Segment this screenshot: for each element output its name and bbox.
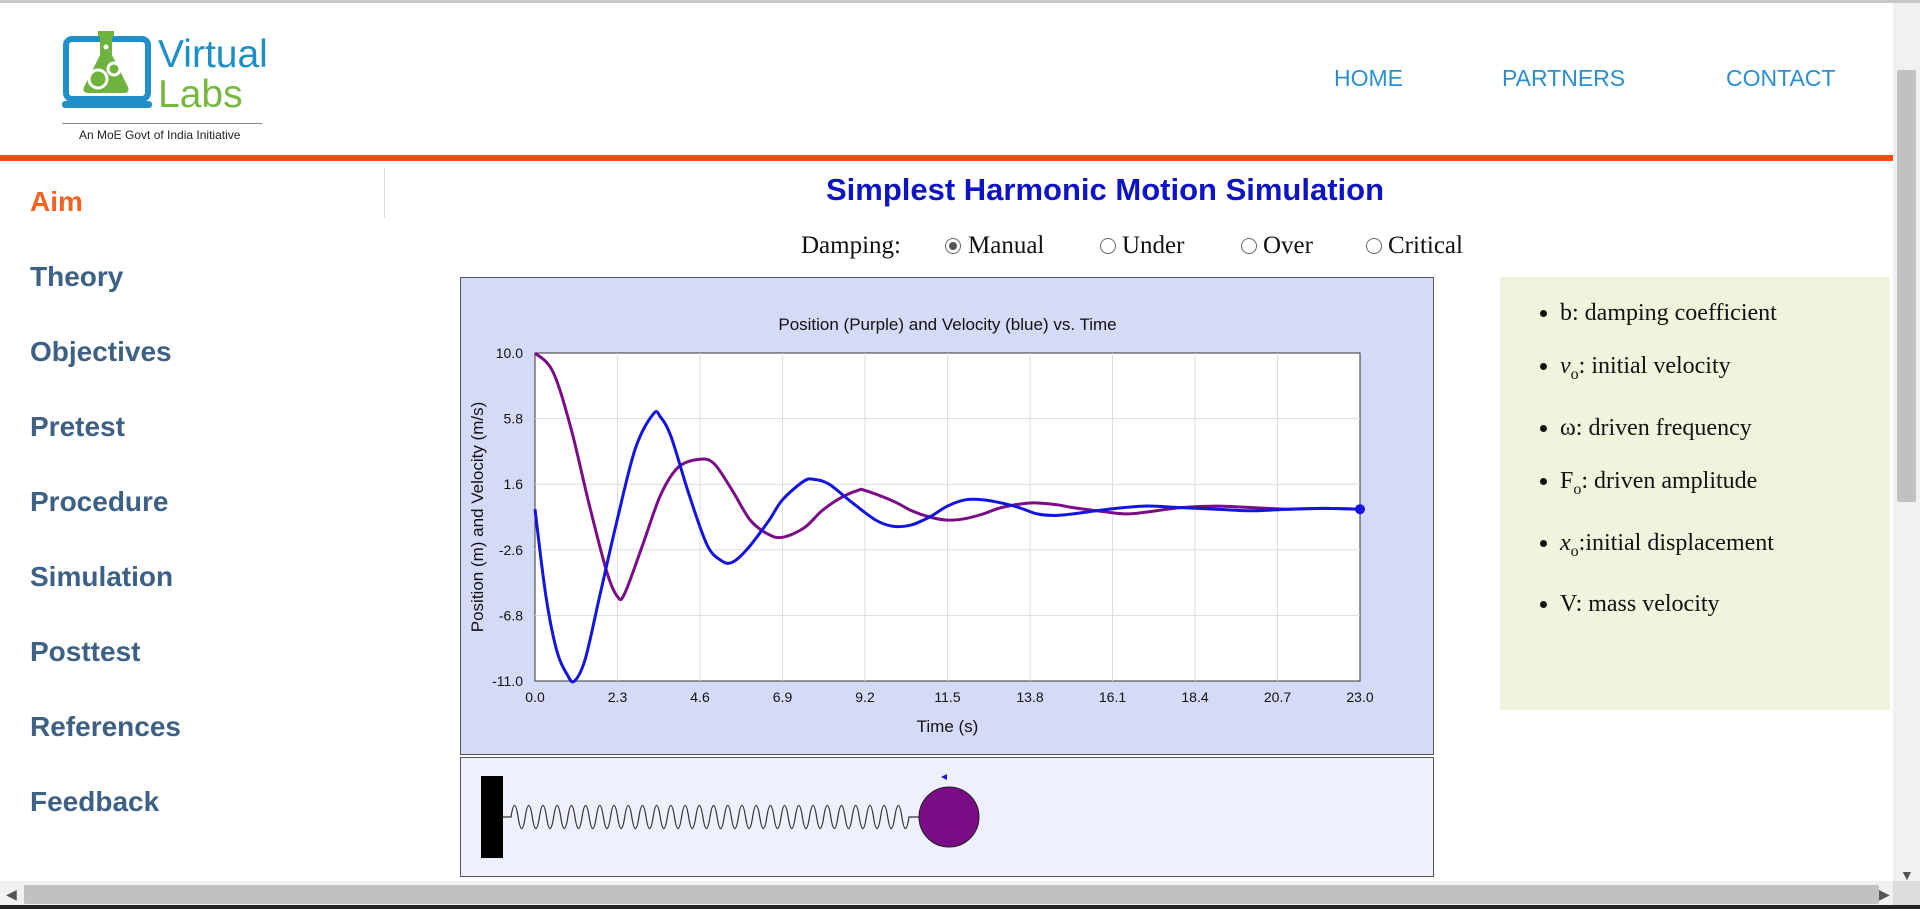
damping-over-radio[interactable] (1241, 238, 1257, 254)
x-tick-label: 4.6 (690, 689, 710, 705)
legend-item-mass-velocity: V: mass velocity (1560, 588, 1890, 620)
window-top-border (0, 0, 1920, 3)
damping-under-radio[interactable] (1100, 238, 1116, 254)
velocity-series-line (533, 410, 1361, 684)
sidebar-item-references[interactable]: References (30, 711, 181, 742)
y-tick-label: 1.6 (504, 476, 524, 492)
logo-word-virtual: Virtual (158, 33, 268, 76)
y-tick-label: 10.0 (496, 345, 523, 361)
sidebar-item-posttest[interactable]: Posttest (30, 636, 141, 667)
y-tick-label: -11.0 (492, 673, 523, 689)
logo-divider (62, 123, 262, 124)
legend-item-initial-displacement: xo:initial displacement (1560, 527, 1890, 568)
x-tick-label: 13.8 (1016, 689, 1043, 705)
sidebar-item-feedback[interactable]: Feedback (30, 786, 160, 817)
position-series-line (533, 351, 1361, 602)
scroll-down-arrow-icon[interactable]: ▼ (1900, 867, 1914, 883)
x-tick-label: 6.9 (773, 689, 793, 705)
legend-item-driven-amplitude: Fo: driven amplitude (1560, 465, 1890, 506)
legend-item-initial-velocity: vo: initial velocity (1560, 350, 1890, 391)
y-axis-label: Position (m) and Velocity (m/s) (468, 402, 487, 633)
site-header: Virtual Labs An MoE Govt of India Initia… (0, 3, 1893, 155)
x-tick-label: 2.3 (608, 689, 628, 705)
x-tick-label: 0.0 (525, 689, 545, 705)
spring-mass-canvas (481, 774, 980, 858)
damping-label: Damping: (801, 232, 901, 259)
sidebar-item-objectives[interactable]: Objectives (30, 336, 172, 367)
legend-item-damping-coefficient: b: damping coefficient (1560, 297, 1890, 329)
virtual-labs-logo[interactable]: Virtual Labs An MoE Govt of India Initia… (62, 25, 272, 145)
flask-laptop-icon (62, 31, 152, 108)
page-title: Simplest Harmonic Motion Simulation (825, 172, 1385, 207)
sidebar-item-simulation[interactable]: Simulation (30, 561, 174, 592)
nav-contact-link[interactable]: CONTACT (1726, 65, 1836, 91)
y-tick-label: -6.8 (499, 607, 523, 623)
sidebar-item-theory[interactable]: Theory (30, 261, 124, 292)
sidebar-divider (384, 168, 385, 218)
current-value-marker (1355, 504, 1365, 515)
nav-home-link[interactable]: HOME (1334, 65, 1403, 91)
damping-over-label[interactable]: Over (1263, 232, 1313, 259)
legend-panel: b: damping coefficient vo: initial veloc… (1500, 277, 1890, 710)
spring-coil (503, 804, 919, 830)
parameter-legend-list: b: damping coefficient vo: initial veloc… (1500, 277, 1890, 620)
x-tick-label: 23.0 (1346, 689, 1373, 705)
scroll-left-arrow-icon[interactable]: ◀ (6, 886, 17, 902)
nav-partners-link[interactable]: PARTNERS (1502, 65, 1626, 91)
damping-manual-label[interactable]: Manual (968, 232, 1045, 259)
y-tick-label: -2.6 (499, 542, 523, 558)
sidebar-nav: Aim Theory Objectives Pretest Procedure … (0, 161, 385, 881)
logo-word-labs: Labs (158, 73, 243, 116)
fixed-wall (481, 776, 503, 858)
x-tick-label: 11.5 (934, 689, 960, 705)
spring-mass-animation (460, 757, 1434, 877)
x-tick-label: 18.4 (1181, 689, 1208, 705)
damping-critical-label[interactable]: Critical (1388, 232, 1463, 259)
scrollbar-corner (1893, 881, 1920, 909)
y-tick-label: 5.8 (504, 411, 524, 427)
vertical-scrollbar-thumb[interactable] (1897, 70, 1916, 502)
sidebar-item-procedure[interactable]: Procedure (30, 486, 169, 517)
x-tick-label: 16.1 (1099, 689, 1126, 705)
header-accent-bar (0, 155, 1893, 161)
damping-critical-radio[interactable] (1366, 238, 1382, 254)
position-velocity-chart: 0.0 2.3 4.6 6.9 9.2 11.5 13.8 16.1 18.4 20.7 23.0 1… (468, 315, 1374, 736)
x-tick-label: 9.2 (855, 689, 875, 705)
window-bottom-border (0, 905, 1920, 909)
chart-title: Position (Purple) and Velocity (blue) vs… (778, 315, 1116, 334)
horizontal-scrollbar-thumb[interactable] (24, 885, 1879, 904)
logo-tagline: An MoE Govt of India Initiative (79, 128, 241, 142)
sidebar-item-pretest[interactable]: Pretest (30, 411, 125, 442)
chart-panel: 0.0 2.3 4.6 6.9 9.2 11.5 13.8 16.1 18.4 20.7 23.0 1… (460, 277, 1434, 755)
damping-manual-radio[interactable] (945, 238, 961, 254)
legend-item-driven-frequency: ω: driven frequency (1560, 412, 1890, 444)
x-tick-label: 20.7 (1264, 689, 1291, 705)
sidebar-item-aim[interactable]: Aim (30, 186, 83, 217)
scroll-right-arrow-icon[interactable]: ▶ (1879, 886, 1890, 902)
x-axis-label: Time (s) (917, 717, 979, 736)
damping-under-label[interactable]: Under (1122, 232, 1185, 259)
velocity-marker (941, 774, 947, 780)
mass-ball (918, 786, 980, 848)
